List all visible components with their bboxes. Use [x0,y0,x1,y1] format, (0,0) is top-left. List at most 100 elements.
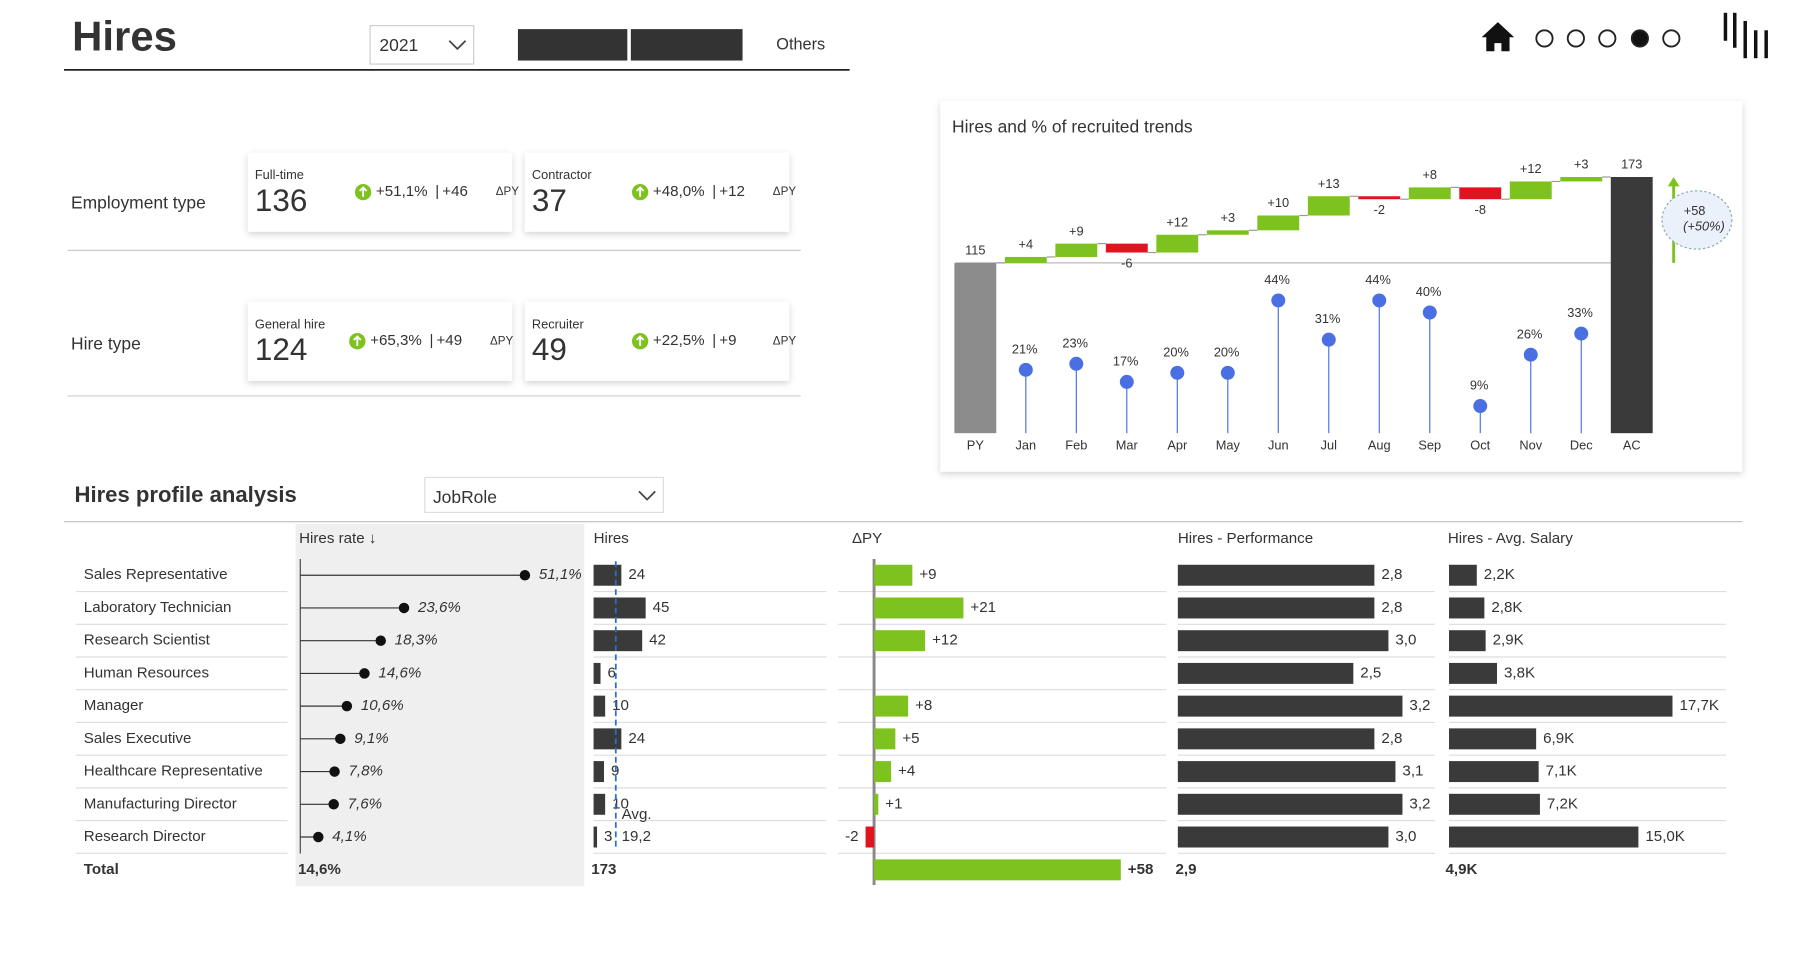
performance-bar [1177,826,1389,848]
kpi-pct: +65,3% [370,332,422,349]
total-rate: 14,6% [298,861,341,878]
waterfall-label: +13 [1318,176,1340,191]
row-label: Research Director [84,828,206,845]
column-header: ΔPY [852,530,882,547]
waterfall-bar [1358,196,1401,200]
delta-bar [874,859,1121,881]
jobrole-dropdown[interactable] [424,476,664,513]
waterfall-bar [1055,243,1098,257]
delta-bar [874,597,964,619]
waterfall-label: +10 [1267,195,1289,210]
hires-bar [593,761,604,783]
kpi-row-label: Employment type [71,192,206,212]
pct-label: 31% [1315,311,1341,326]
x-tick-label: Aug [1368,437,1391,452]
hires-bar [593,597,646,619]
delta-label: +8 [915,697,932,714]
performance-bar [1177,728,1375,750]
kpi-card [247,152,513,232]
column-header: Hires - Performance [1178,530,1313,547]
waterfall-label: +12 [1166,214,1188,229]
hires-bar [593,793,606,815]
kpi-delta-caption: ΔPY [496,185,520,198]
waterfall-label: +8 [1422,167,1437,182]
delta-bar [874,761,892,783]
filter-button-label: Female [545,36,599,54]
row-label: Healthcare Representative [84,763,263,780]
year-dropdown[interactable] [369,25,475,65]
kpi-value: 37 [532,183,567,218]
hires-bar [593,826,598,848]
rate-label: 7,8% [349,763,383,780]
page-dot[interactable] [1535,29,1554,48]
waterfall-bar [1459,187,1502,200]
home-icon[interactable] [1481,22,1515,52]
rate-dot [313,831,324,843]
delta-bar [874,695,909,717]
page-dot[interactable] [1662,29,1681,48]
hires-label: 24 [628,566,645,583]
performance-label: 3,2 [1409,795,1430,812]
page-dot[interactable] [1566,29,1585,48]
rate-label: 7,6% [348,795,382,812]
waterfall-bar [1206,230,1249,235]
waterfall-bar [1105,243,1148,253]
row-label: Manufacturing Director [84,795,237,812]
performance-label: 2,8 [1381,599,1402,616]
rate-dot [359,668,370,679]
delta-bar [874,793,879,815]
rate-dot [328,799,339,810]
female-button[interactable] [517,29,628,61]
filter-button-label: Others [776,36,825,54]
male-button[interactable] [630,29,743,61]
rate-label: 51,1% [539,566,582,583]
lollipop-dot [1422,305,1437,320]
salary-label: 7,2K [1547,795,1578,812]
delta-label: +1 [885,795,902,812]
delta-label: -2 [845,828,858,845]
rate-label: 23,6% [417,599,461,616]
page-title: Hires [72,13,177,60]
kpi-sep: | [712,332,716,349]
pct-label: 20% [1163,344,1189,359]
lollipop-dot [1119,374,1134,389]
salary-bar [1449,695,1673,717]
kpi-delta: +49 [436,332,462,349]
column-header: Hires rate ↓ [299,530,376,547]
waterfall-bar [1307,196,1350,216]
kpi-title: Contractor [532,167,592,182]
kpi-title: Full-time [255,167,304,182]
page-dot-active[interactable] [1630,29,1649,48]
row-label: Human Resources [84,664,210,681]
table-title: Hires profile analysis [74,482,296,507]
chart-panel [940,101,1743,472]
salary-bar [1449,630,1486,652]
waterfall-label: +3 [1574,157,1589,172]
lollipop-dot [1170,365,1185,380]
kpi-delta: +12 [719,183,745,200]
x-tick-label: Jan [1016,437,1037,452]
chevron [448,40,467,51]
row-label: Sales Executive [84,730,192,747]
waterfall-label: +12 [1520,161,1542,176]
hires-bar [593,564,622,586]
lollipop-dot [1523,347,1538,362]
pct-label: 20% [1214,344,1240,359]
salary-label: 2,9K [1493,632,1524,649]
hires-label: 42 [649,632,666,649]
x-tick-label: May [1216,437,1241,452]
delta-label: +9 [919,566,936,583]
kpi-delta-caption: ΔPY [490,334,514,347]
performance-bar [1177,761,1396,783]
rate-dot [335,733,346,745]
rate-dot [398,602,410,614]
total-hires: 173 [591,861,616,878]
performance-label: 3,2 [1409,697,1430,714]
page-dot[interactable] [1598,29,1617,48]
performance-label: 2,8 [1381,730,1402,747]
x-tick-label: Mar [1116,437,1139,452]
waterfall-label: +9 [1069,223,1084,238]
waterfall-label: +3 [1220,210,1235,225]
row-label: Manager [84,697,144,714]
salary-label: 17,7K [1679,697,1719,714]
